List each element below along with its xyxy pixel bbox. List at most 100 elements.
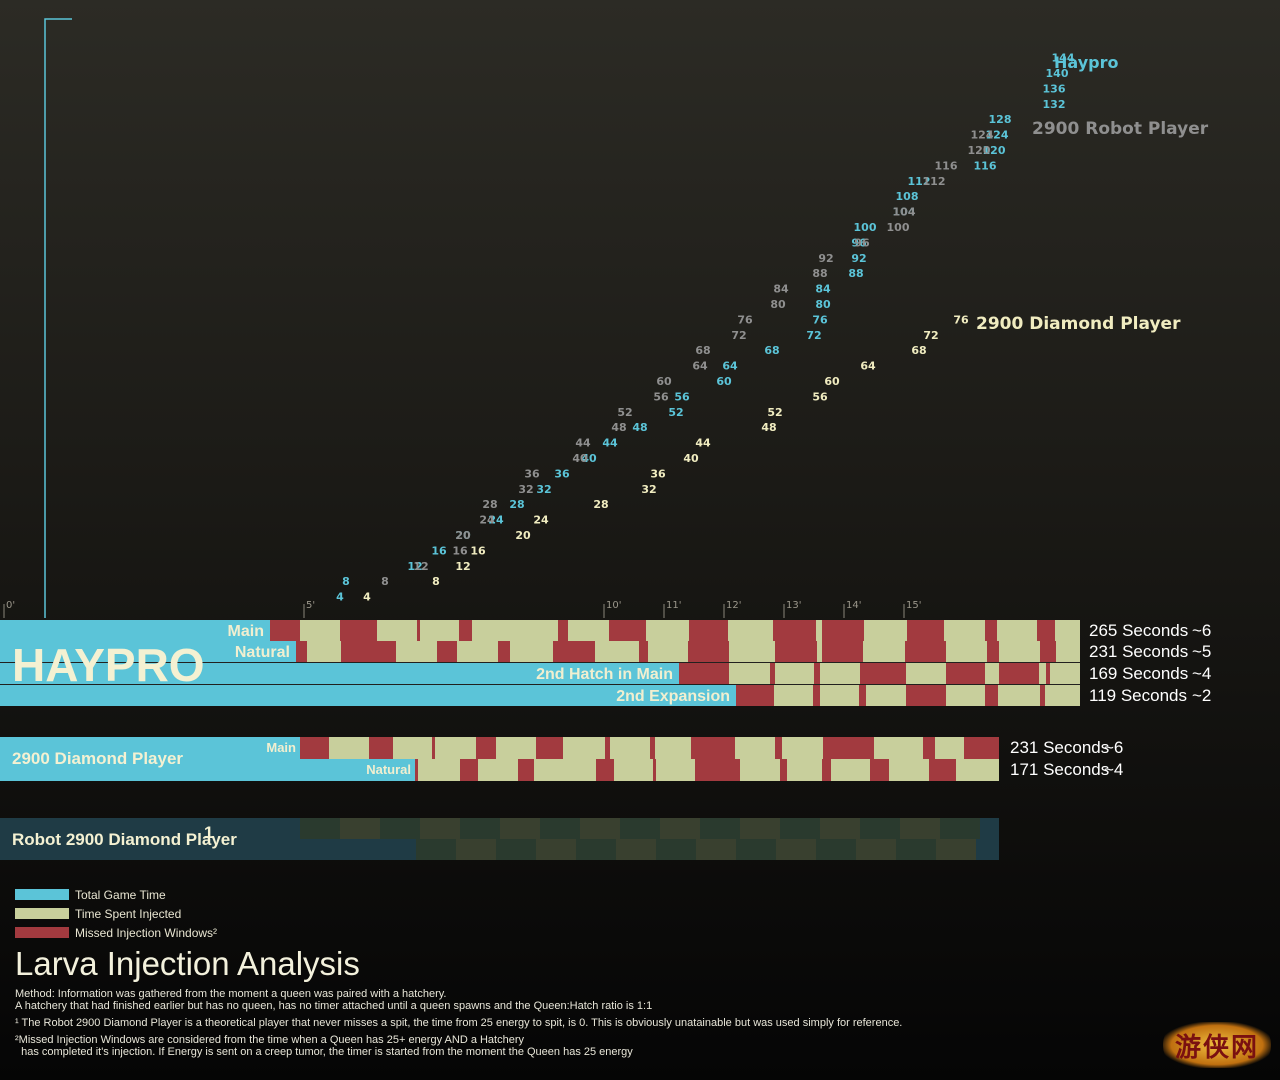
data-point-label: 28 [593, 498, 608, 511]
robot-lane-segment [500, 818, 540, 839]
robot-lane-segment [816, 839, 856, 860]
diamond-lane-segment [496, 737, 536, 759]
haypro-lane-count: ~5 [1192, 642, 1211, 661]
robot-lane-segment [820, 818, 860, 839]
haypro-lane-segment [1045, 685, 1080, 706]
robot-player-footnote-mark: 1 [204, 823, 213, 842]
haypro-lane-segment [736, 685, 774, 706]
haypro-lane-segment [859, 685, 866, 706]
data-point-label: 36 [524, 467, 540, 480]
x-tick-label: 11' [666, 600, 681, 611]
haypro-lane-segment [648, 641, 688, 662]
diamond-lane-segment [874, 737, 923, 759]
diamond-lane-segment [822, 759, 831, 781]
data-point-label: 72 [806, 329, 821, 342]
haypro-lane-segment [688, 641, 729, 662]
haypro-lane-segment [863, 641, 905, 662]
data-point-label: 60 [656, 375, 672, 388]
legend-label: Time Spent Injected [75, 906, 182, 921]
haypro-lane-segment [498, 641, 510, 662]
data-point-label: 36 [554, 467, 570, 480]
legend-swatch [15, 889, 69, 900]
data-point-label: 12 [455, 560, 470, 573]
robot-lane-segment [300, 818, 340, 839]
legend-swatch [15, 927, 69, 938]
chart-axes: 0' 5' 10' 11' 12' 13' 14' 15' [3, 18, 921, 618]
chart-points: 4812162024283236404448525660646872768084… [336, 52, 1075, 604]
diamond-lane-segment [929, 759, 956, 781]
robot-lane-segment [740, 818, 780, 839]
notes: Method: Information was gathered from th… [15, 988, 1015, 1063]
diamond-lane-segment [418, 759, 460, 781]
haypro-lane-label: 2nd Hatch in Main [536, 666, 673, 683]
data-point-label: 100 [887, 221, 910, 234]
data-point-label: 12 [407, 560, 422, 573]
haypro-lane-segment [437, 641, 457, 662]
legend-swatch [15, 908, 69, 919]
haypro-lane-segment [1040, 685, 1045, 706]
data-point-label: 92 [851, 252, 866, 265]
data-point-label: 108 [896, 190, 919, 203]
diamond-lane-segment [655, 737, 691, 759]
data-point-label: 16 [470, 544, 486, 557]
haypro-lane-seconds: 265 Seconds [1089, 621, 1188, 640]
robot-lane-segment [896, 839, 936, 860]
legend-label: Missed Injection Windows² [75, 925, 218, 940]
haypro-lane-segment [998, 685, 1040, 706]
larva-chart: 0' 5' 10' 11' 12' 13' 14' 15' 48121620242832364… [0, 18, 1211, 860]
haypro-lane-segment [820, 663, 860, 684]
haypro-lane-segment [906, 685, 946, 706]
haypro-lane-segment [459, 620, 472, 641]
data-point-label: 48 [632, 421, 647, 434]
robot-lane-segment [696, 839, 736, 860]
legend-item: Total Game Time [15, 885, 217, 904]
diamond-lane-segment [435, 737, 476, 759]
data-point-label: 96 [854, 236, 870, 249]
data-point-label: 116 [935, 159, 958, 172]
data-point-label: 48 [761, 421, 776, 434]
haypro-lane-segment [457, 641, 498, 662]
haypro-lane-segment [1037, 620, 1055, 641]
haypro-lane-segment [774, 685, 813, 706]
data-point-label: 40 [572, 452, 588, 465]
data-point-label: 52 [767, 406, 782, 419]
haypro-lane-segment [646, 620, 689, 641]
robot-lane-segment [536, 839, 576, 860]
haypro-lane-count: ~6 [1192, 621, 1211, 640]
data-point-label: 64 [692, 360, 708, 373]
data-point-label: 84 [815, 283, 831, 296]
footnote-1: ¹ The Robot 2900 Diamond Player is a the… [15, 1017, 903, 1029]
haypro-lane-seconds: 169 Seconds [1089, 664, 1188, 683]
haypro-lane-count: ~2 [1192, 686, 1211, 705]
haypro-lane-segment [999, 663, 1039, 684]
data-point-label: 112 [923, 175, 946, 188]
haypro-lane-segment [907, 620, 944, 641]
diamond-lane-segment [823, 737, 874, 759]
data-point-label: 56 [653, 390, 669, 403]
haypro-lane-segment [689, 620, 728, 641]
robot-lane-segment [496, 839, 536, 860]
x-tick-label: 14' [846, 600, 861, 611]
haypro-lane-segment [775, 663, 814, 684]
haypro-lane-segment [866, 685, 906, 706]
data-point-label: 64 [860, 360, 876, 373]
data-point-label: 40 [581, 452, 597, 465]
data-point-label: 104 [893, 206, 916, 219]
robot-lane-segment [380, 818, 420, 839]
haypro-lane-segment [420, 620, 459, 641]
data-point-label: 4 [336, 591, 344, 604]
data-point-label: 40 [683, 452, 699, 465]
data-point-label: 12 [413, 560, 428, 573]
data-point-label: 24 [533, 514, 549, 527]
x-tick-label: 13' [786, 600, 801, 611]
diamond-lane-seconds: 171 Seconds [1010, 760, 1109, 779]
haypro-total-bar [0, 663, 679, 684]
legend: Total Game Time Time Spent Injected Missed… [15, 885, 217, 942]
diamond-lane-segment [691, 737, 735, 759]
haypro-lane-segment [985, 620, 997, 641]
haypro-lane-segment [296, 641, 307, 662]
data-point-label: 72 [731, 329, 746, 342]
haypro-lane-segment [820, 685, 859, 706]
haypro-lane-segment [860, 663, 906, 684]
robot-lane-segment [936, 839, 976, 860]
